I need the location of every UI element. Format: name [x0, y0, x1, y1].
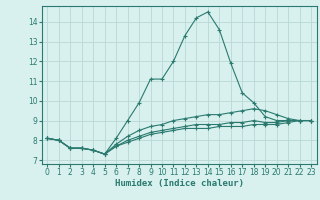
X-axis label: Humidex (Indice chaleur): Humidex (Indice chaleur) [115, 179, 244, 188]
